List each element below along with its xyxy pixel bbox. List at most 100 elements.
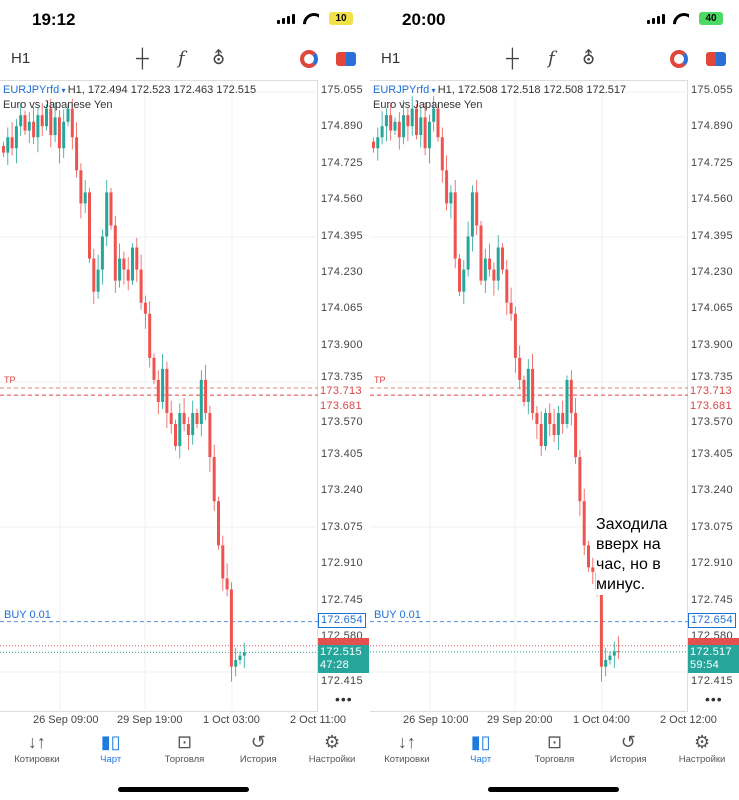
candle bbox=[397, 121, 401, 138]
candle bbox=[36, 115, 40, 138]
chart-info: EURJPYrfd ▾ H1, 172.494 172.523 172.463 … bbox=[3, 84, 257, 111]
bid-price: 172.517 bbox=[690, 646, 732, 658]
mt-app-screen: 20:00 40 H1 ┼ f ⛢ EURJPYrfd ▾ H1, 172.50… bbox=[370, 0, 739, 800]
candle bbox=[539, 424, 543, 447]
tp-price-label: 173.713 bbox=[318, 385, 364, 398]
indicators-icon[interactable]: f bbox=[548, 48, 555, 69]
buy-order-label[interactable]: BUY 0.01 bbox=[374, 609, 421, 621]
price-axis-label: 174.395 bbox=[691, 229, 733, 242]
price-axis-label: 173.735 bbox=[691, 371, 733, 383]
candle bbox=[169, 412, 173, 425]
candle bbox=[45, 108, 48, 127]
status-bar: 19:12 10 bbox=[0, 0, 369, 40]
price-axis-label: 174.725 bbox=[691, 156, 733, 169]
candle bbox=[19, 115, 23, 127]
crosshair-icon[interactable]: ┼ bbox=[506, 48, 519, 68]
trade-button-icon[interactable] bbox=[706, 52, 726, 66]
price-axis-label: 172.415 bbox=[321, 675, 363, 687]
nav-item-↓↑[interactable]: ↓↑ Котировки bbox=[0, 730, 74, 774]
one-click-trading-icon[interactable] bbox=[300, 50, 318, 68]
nav-item-trade-chart[interactable]: ⊡ Торговля bbox=[518, 730, 592, 774]
time-axis: 26 Sep 09:00 29 Sep 19:00 1 Oct 03:00 2 Oct… bbox=[0, 712, 369, 728]
symbol-description: Euro vs Japanese Yen bbox=[373, 99, 483, 111]
home-indicator bbox=[488, 787, 619, 792]
tp-label: TP bbox=[374, 375, 386, 385]
one-click-trading-icon[interactable] bbox=[670, 50, 688, 68]
timeframe-button[interactable]: H1 bbox=[381, 50, 401, 67]
candle bbox=[410, 108, 414, 127]
candle bbox=[496, 247, 500, 281]
price-axis-label: 175.055 bbox=[691, 84, 733, 96]
price-axis-label: 173.405 bbox=[691, 448, 733, 460]
nav-label: Котировки bbox=[14, 754, 60, 765]
price-axis-label: 172.910 bbox=[321, 557, 363, 570]
price-axis-label: 173.570 bbox=[691, 416, 733, 428]
candle bbox=[578, 457, 582, 502]
candles-icon: ▮▯ bbox=[470, 732, 491, 752]
more-icon[interactable]: ••• bbox=[335, 691, 353, 707]
candle bbox=[419, 117, 423, 136]
time-axis-label: 29 Sep 19:00 bbox=[117, 714, 183, 726]
candle bbox=[143, 302, 147, 314]
nav-label: Настройки bbox=[678, 754, 726, 765]
candle bbox=[75, 137, 79, 171]
candle bbox=[561, 412, 565, 425]
timeframe-button[interactable]: H1 bbox=[11, 50, 31, 67]
candle bbox=[109, 192, 113, 226]
candle bbox=[118, 258, 122, 281]
candle bbox=[229, 589, 233, 667]
candle bbox=[526, 368, 530, 402]
candle bbox=[178, 412, 182, 447]
clock: 20:00 bbox=[402, 10, 446, 29]
price-axis-label: 173.735 bbox=[321, 371, 363, 383]
candle bbox=[92, 258, 96, 292]
nav-item-trade-chart[interactable]: ⊡ Торговля bbox=[148, 730, 222, 774]
more-icon[interactable]: ••• bbox=[705, 691, 723, 707]
candle bbox=[88, 192, 91, 259]
candle bbox=[423, 117, 427, 149]
candle bbox=[165, 368, 169, 413]
objects-icon[interactable]: ⛢ bbox=[582, 48, 596, 68]
trade-button-icon[interactable] bbox=[336, 52, 356, 66]
price-chart[interactable] bbox=[0, 80, 318, 713]
candle bbox=[569, 379, 573, 413]
price-axis-label: 175.055 bbox=[321, 84, 363, 96]
crosshair-icon[interactable]: ┼ bbox=[136, 48, 149, 68]
objects-icon[interactable]: ⛢ bbox=[212, 48, 226, 68]
nav-item-history[interactable]: ↺ История bbox=[591, 730, 665, 774]
price-chart[interactable] bbox=[370, 80, 688, 713]
candle bbox=[122, 258, 126, 270]
bottom-nav: ↓↑ Котировки ▮▯ Чарт ⊡ Торговля ↺ История ⚙ Настр… bbox=[370, 730, 739, 774]
candle bbox=[195, 412, 199, 425]
candle bbox=[436, 108, 440, 138]
nav-item-candles[interactable]: ▮▯ Чарт bbox=[74, 730, 148, 774]
bid-price: 172.515 bbox=[320, 646, 362, 658]
candle bbox=[152, 357, 156, 380]
buy-order-label[interactable]: BUY 0.01 bbox=[4, 609, 51, 621]
candle bbox=[599, 589, 603, 667]
price-axis-label: 173.570 bbox=[321, 416, 363, 428]
price-axis-label: 173.240 bbox=[321, 484, 363, 497]
price-axis-label: 172.745 bbox=[321, 593, 363, 606]
symbol-selector[interactable]: EURJPYrfd bbox=[373, 84, 430, 96]
nav-item-history[interactable]: ↺ История bbox=[221, 730, 295, 774]
symbol-selector[interactable]: EURJPYrfd bbox=[3, 84, 60, 96]
ask-price-tag bbox=[688, 637, 739, 648]
candle bbox=[406, 115, 410, 127]
nav-item-candles[interactable]: ▮▯ Чарт bbox=[444, 730, 518, 774]
mt-app-screen: 19:12 10 H1 ┼ f ⛢ EURJPYrfd ▾ H1, 172.49… bbox=[0, 0, 369, 800]
bottom-nav: ↓↑ Котировки ▮▯ Чарт ⊡ Торговля ↺ История ⚙ Настр… bbox=[0, 730, 369, 774]
candle bbox=[238, 655, 242, 661]
candle bbox=[488, 258, 492, 270]
nav-item-gear[interactable]: ⚙ Настройки bbox=[665, 730, 739, 774]
candle bbox=[393, 121, 397, 131]
bid-price-tag: 172.515 47:28 bbox=[318, 645, 369, 673]
nav-item-gear[interactable]: ⚙ Настройки bbox=[295, 730, 369, 774]
candle bbox=[6, 137, 10, 153]
candle bbox=[27, 121, 31, 131]
price-axis-label: 173.405 bbox=[321, 448, 363, 460]
indicators-icon[interactable]: f bbox=[178, 48, 185, 69]
nav-item-↓↑[interactable]: ↓↑ Котировки bbox=[370, 730, 444, 774]
candle bbox=[40, 115, 44, 127]
candle bbox=[513, 313, 517, 358]
